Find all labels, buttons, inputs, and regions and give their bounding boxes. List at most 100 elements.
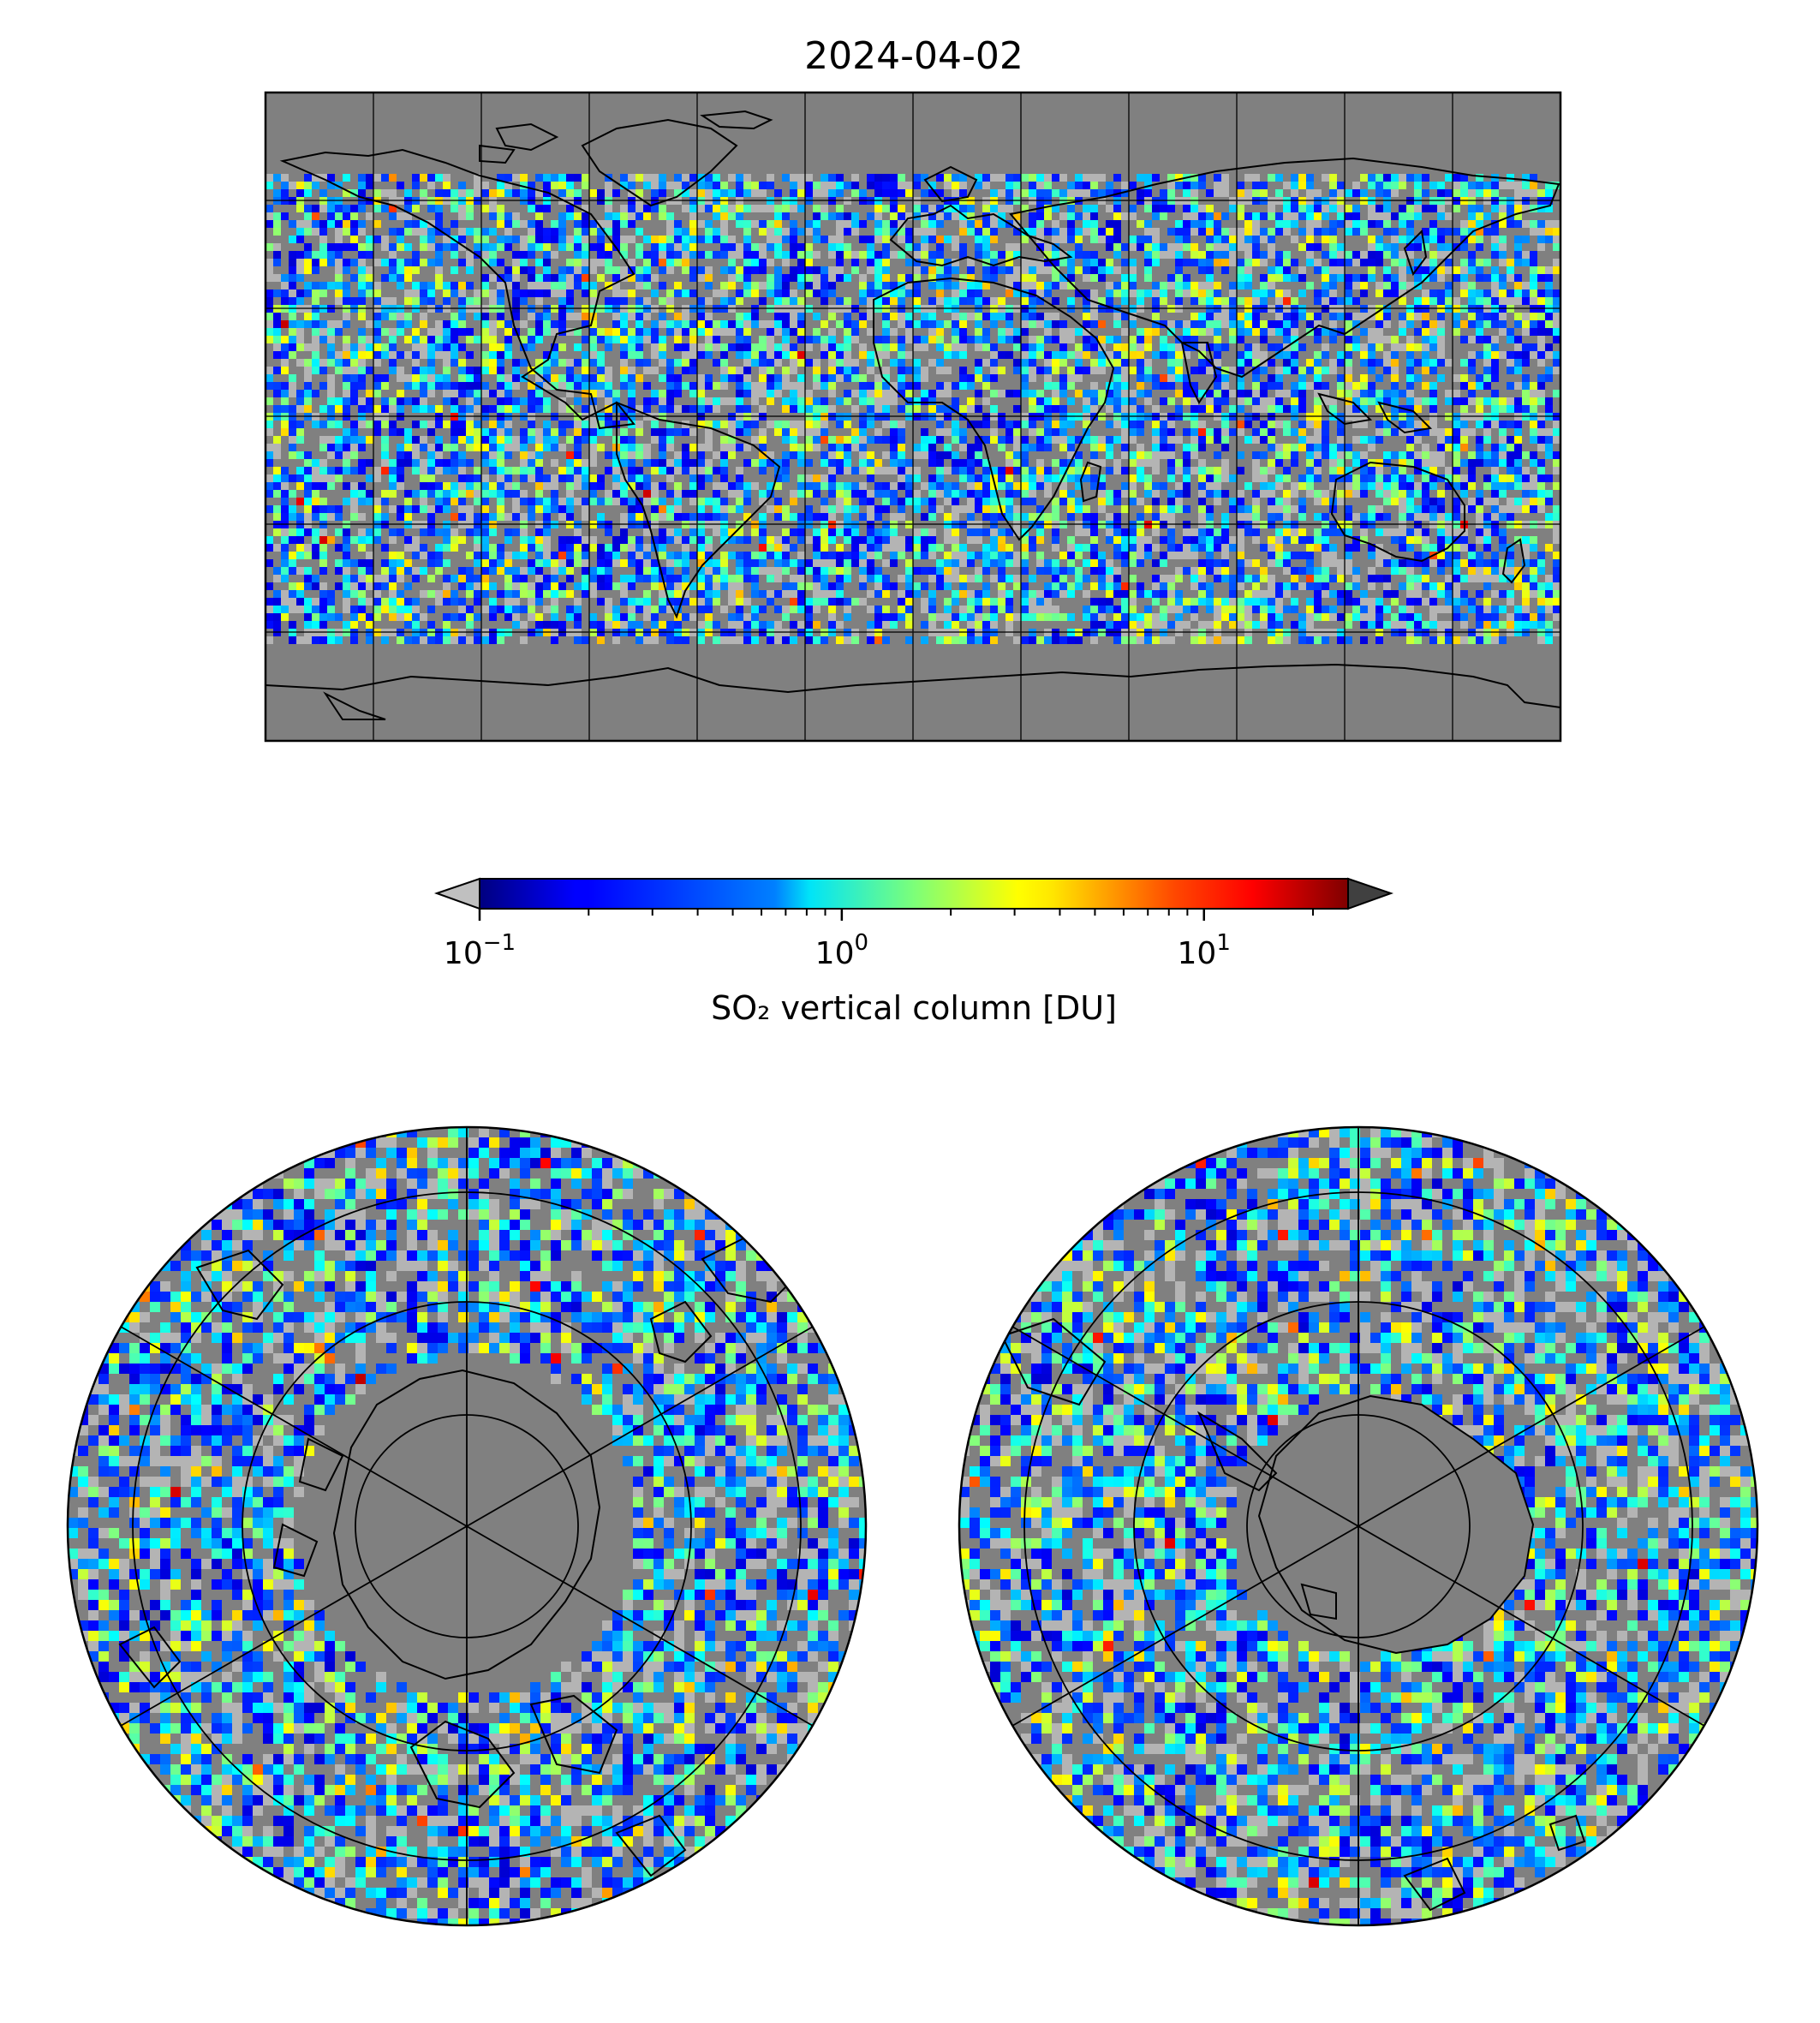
data-pixel [1345,205,1352,212]
data-pixel [1221,313,1229,320]
data-pixel [335,228,343,236]
data-pixel [921,251,928,259]
data-pixel [928,182,936,189]
data-pixel [1044,374,1052,382]
data-pixel [874,297,882,305]
data-pixel [528,397,535,405]
data-pixel [296,451,304,459]
data-pixel [1029,390,1036,397]
data-pixel [1383,390,1391,397]
data-pixel [1283,351,1291,359]
data-pixel [1221,182,1229,189]
data-pixel [1198,467,1206,474]
data-pixel [713,228,720,236]
data-pixel [481,243,489,251]
data-pixel [1198,328,1206,336]
data-pixel [443,444,451,451]
data-pixel [1044,251,1052,259]
data-pixel [913,444,921,451]
data-pixel [1537,382,1545,390]
data-pixel [481,228,489,236]
data-pixel [366,390,373,397]
data-pixel [420,282,427,289]
data-pixel [844,228,851,236]
data-pixel [551,174,558,182]
data-pixel [420,367,427,374]
data-pixel [605,228,612,236]
data-pixel [1106,390,1113,397]
data-pixel [1044,182,1052,189]
data-pixel [1468,397,1476,405]
data-pixel [1406,243,1414,251]
data-pixel [1453,205,1460,212]
data-pixel [1098,390,1106,397]
data-pixel [952,174,959,182]
data-pixel [1368,343,1375,351]
data-pixel [289,182,296,189]
data-pixel [1106,266,1113,274]
data-pixel [751,482,759,490]
data-pixel [582,251,589,259]
data-pixel [566,367,574,374]
data-pixel [790,313,797,320]
data-pixel [1406,228,1414,236]
data-pixel [674,282,682,289]
data-pixel [1252,405,1260,413]
data-pixel [1221,212,1229,220]
data-pixel [1252,174,1260,182]
data-pixel [636,467,643,474]
data-pixel [936,289,944,297]
data-pixel [389,212,397,220]
data-pixel [820,282,828,289]
data-pixel [636,228,643,236]
data-pixel [751,289,759,297]
data-pixel [412,351,420,359]
data-pixel [1507,336,1514,343]
data-pixel [412,259,420,266]
data-pixel [1383,289,1391,297]
data-pixel [674,182,682,189]
data-pixel [389,259,397,266]
data-pixel [682,367,689,374]
data-pixel [620,289,628,297]
data-pixel [728,297,736,305]
data-pixel [296,498,304,505]
data-pixel [805,174,813,182]
data-pixel [1044,428,1052,436]
data-pixel [1137,421,1144,428]
data-pixel [774,382,782,390]
data-pixel [1206,367,1214,374]
data-pixel [1483,374,1491,382]
data-pixel [1113,336,1121,343]
data-pixel [1113,351,1121,359]
data-pixel [1445,467,1453,474]
data-pixel [1283,336,1291,343]
data-pixel [998,351,1005,359]
data-pixel [982,474,990,482]
data-pixel [281,397,289,405]
data-pixel [959,182,967,189]
data-pixel [1337,374,1345,382]
data-pixel [689,328,697,336]
data-pixel [597,359,605,367]
data-pixel [1537,336,1545,343]
data-pixel [944,320,952,328]
data-pixel [898,220,905,228]
data-pixel [1075,459,1083,467]
data-pixel [1260,282,1268,289]
data-pixel [813,336,820,343]
data-pixel [281,405,289,413]
data-pixel [366,490,373,498]
data-pixel [844,328,851,336]
data-pixel [1036,336,1044,343]
data-pixel [659,444,666,451]
data-pixel [666,367,674,374]
data-pixel [697,182,705,189]
data-pixel [1291,328,1298,336]
data-pixel [990,343,998,351]
data-pixel [1375,428,1383,436]
data-pixel [474,297,481,305]
data-pixel [805,359,813,367]
data-pixel [628,336,636,343]
data-pixel [404,266,412,274]
